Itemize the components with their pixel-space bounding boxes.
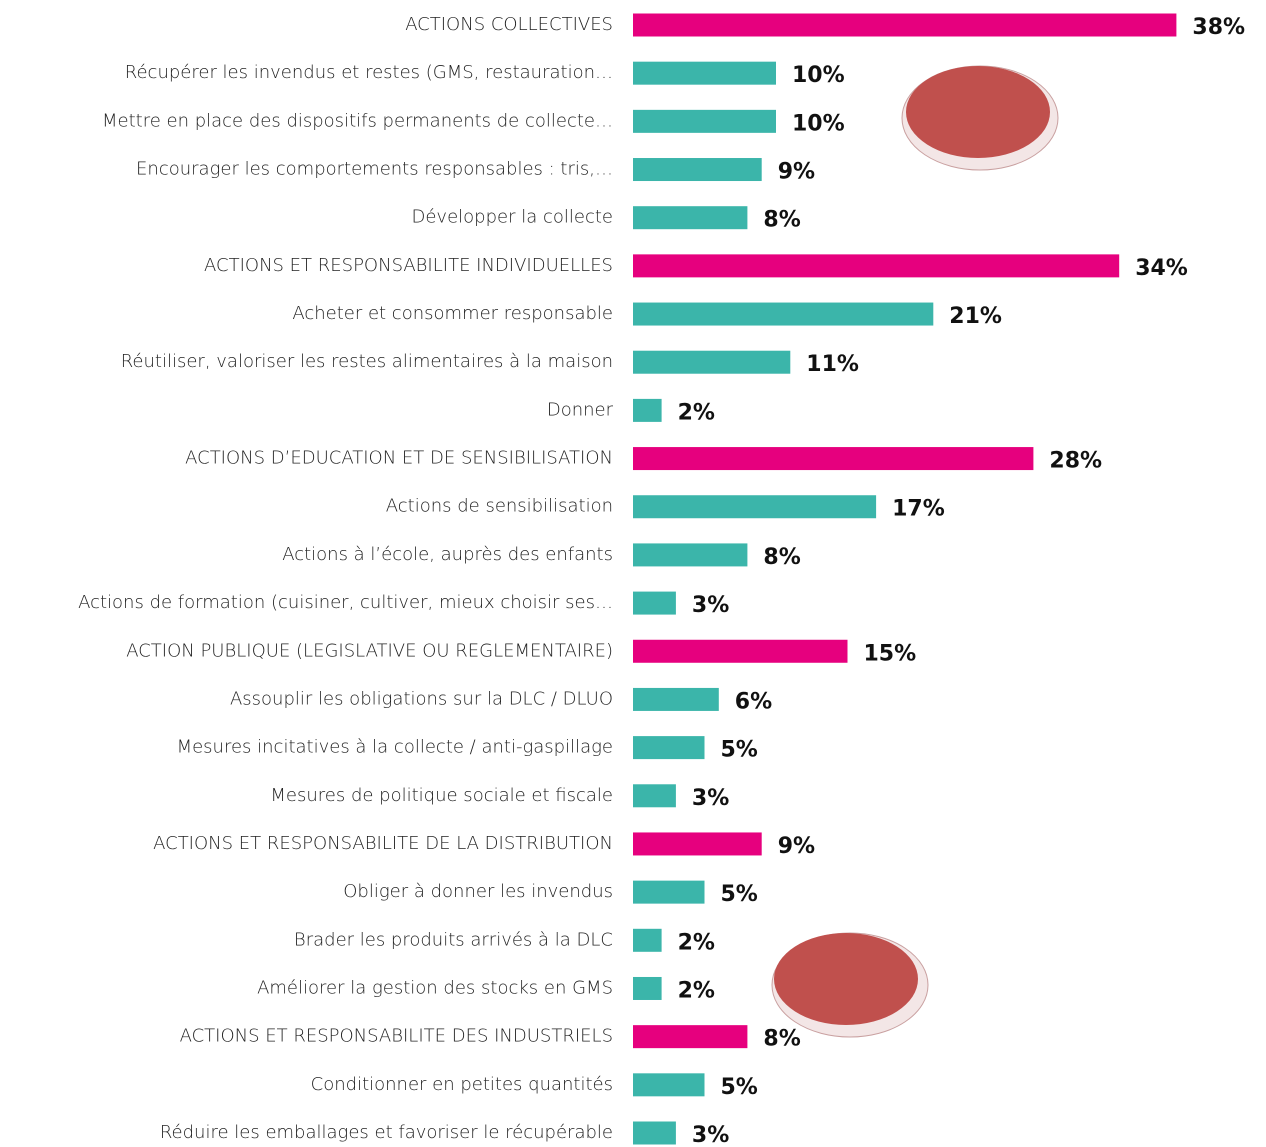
category-label: Brader les produits arrivés à la DLC xyxy=(294,929,613,950)
value-label: 10% xyxy=(792,63,845,88)
bar xyxy=(633,1121,676,1145)
value-label: 8% xyxy=(763,208,800,233)
value-label: 34% xyxy=(1135,256,1188,281)
bar xyxy=(633,350,791,374)
category-label: Actions de sensibilisation xyxy=(386,496,613,517)
value-label: 28% xyxy=(1049,449,1102,474)
bar xyxy=(633,206,748,230)
bar xyxy=(633,976,662,1000)
category-label: Mesures incitatives à la collecte / anti… xyxy=(177,737,613,758)
value-label: 21% xyxy=(949,304,1002,329)
value-label: 3% xyxy=(692,1123,729,1147)
category-label: Donner xyxy=(547,399,614,420)
bar xyxy=(633,1073,705,1097)
bar xyxy=(633,784,676,808)
value-label: 6% xyxy=(735,689,772,714)
category-label: Acheter et consommer responsable xyxy=(292,303,613,324)
category-label: Mettre en place des dispositifs permanen… xyxy=(102,110,613,131)
category-label: ACTIONS D’EDUCATION ET DE SENSIBILISATIO… xyxy=(185,448,613,469)
category-label: Réutiliser, valoriser les restes aliment… xyxy=(121,351,613,372)
value-label: 9% xyxy=(778,834,815,859)
bar xyxy=(633,398,662,422)
bar xyxy=(633,591,676,615)
bar xyxy=(633,109,776,133)
value-label: 5% xyxy=(721,882,758,907)
value-label: 38% xyxy=(1192,15,1245,40)
category-label: Conditionner en petites quantités xyxy=(311,1074,613,1095)
bar xyxy=(633,13,1177,37)
category-label: ACTIONS ET RESPONSABILITE DES INDUSTRIEL… xyxy=(180,1026,613,1047)
value-label: 3% xyxy=(692,786,729,811)
category-label: Améliorer la gestion des stocks en GMS xyxy=(257,977,613,998)
value-label: 10% xyxy=(792,111,845,136)
bar xyxy=(633,832,762,856)
value-label: 17% xyxy=(892,497,945,522)
value-label: 5% xyxy=(721,738,758,763)
value-label: 5% xyxy=(721,1075,758,1100)
value-label: 11% xyxy=(806,352,859,377)
bar xyxy=(633,447,1034,471)
bar xyxy=(633,928,662,952)
value-label: 2% xyxy=(678,400,715,425)
bar xyxy=(633,495,877,519)
value-label: 8% xyxy=(763,1027,800,1052)
value-label: 2% xyxy=(678,930,715,955)
category-label: Développer la collecte xyxy=(412,207,614,228)
category-label: Obliger à donner les invendus xyxy=(343,881,613,902)
value-label: 8% xyxy=(763,545,800,570)
value-label: 2% xyxy=(678,978,715,1003)
category-label: ACTIONS ET RESPONSABILITE DE LA DISTRIBU… xyxy=(153,833,613,854)
category-label: ACTIONS COLLECTIVES xyxy=(405,14,613,35)
category-label: ACTION PUBLIQUE (LEGISLATIVE OU REGLEMEN… xyxy=(126,640,613,661)
category-label: Actions à l’école, auprès des enfants xyxy=(282,544,613,565)
bar xyxy=(633,302,934,326)
bar xyxy=(633,158,762,182)
bar xyxy=(633,736,705,760)
bar xyxy=(633,254,1120,278)
category-label: Réduire les emballages et favoriser le r… xyxy=(160,1122,613,1143)
category-label: ACTIONS ET RESPONSABILITE INDIVIDUELLES xyxy=(204,255,613,276)
bar xyxy=(633,1025,748,1049)
category-label: Récupérer les invendus et restes (GMS, r… xyxy=(125,62,613,83)
bar xyxy=(633,880,705,904)
category-label: Assouplir les obligations sur la DLC / D… xyxy=(230,688,613,709)
bar xyxy=(633,61,776,85)
category-label: Mesures de politique sociale et fiscale xyxy=(270,785,613,806)
category-label: Actions de formation (cuisiner, cultiver… xyxy=(78,592,613,613)
category-label: Encourager les comportements responsable… xyxy=(136,159,613,180)
value-label: 15% xyxy=(864,641,917,666)
bar xyxy=(633,543,748,567)
bar xyxy=(633,639,848,663)
decoration xyxy=(771,65,1059,1038)
value-label: 3% xyxy=(692,593,729,618)
value-label: 9% xyxy=(778,160,815,185)
bar xyxy=(633,687,719,711)
